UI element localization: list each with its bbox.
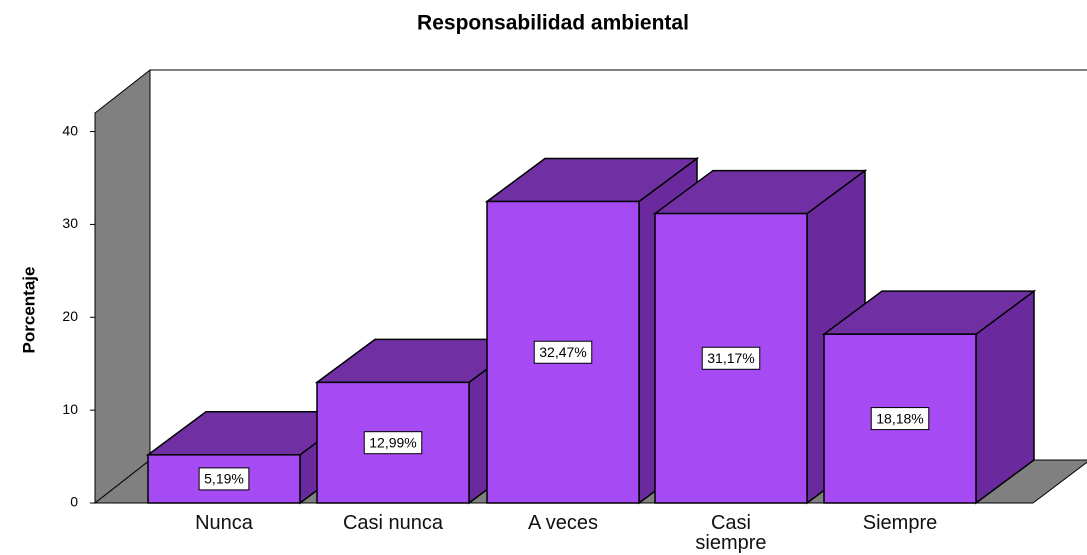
data-label-box <box>701 346 761 370</box>
x-tick-label: Casi nunca <box>342 512 444 534</box>
data-label-box <box>198 467 250 491</box>
data-label-box <box>533 340 593 364</box>
chart-title: Responsabilidad ambiental <box>417 12 689 35</box>
y-tick-label: 10 <box>62 401 78 417</box>
x-tick-label: A veces <box>527 512 599 534</box>
data-label: 12,99% <box>369 434 416 450</box>
data-label: 32,47% <box>539 344 586 360</box>
data-label: 18,18% <box>876 410 923 426</box>
data-label-box <box>363 431 423 455</box>
data-label: 5,19% <box>204 471 244 487</box>
y-tick-label: 0 <box>70 494 78 510</box>
data-label-box <box>870 407 930 431</box>
x-tick-label: Casi siempre <box>695 512 767 554</box>
x-tick-label: Nunca <box>195 512 253 534</box>
y-axis-label: Porcentaje <box>19 267 38 354</box>
y-tick-label: 40 <box>62 122 78 138</box>
y-tick-label: 20 <box>62 308 78 324</box>
left-wall <box>94 68 151 505</box>
y-tick-label: 30 <box>62 215 78 231</box>
data-label: 31,17% <box>707 350 754 366</box>
x-tick-label: Siempre <box>862 512 938 534</box>
